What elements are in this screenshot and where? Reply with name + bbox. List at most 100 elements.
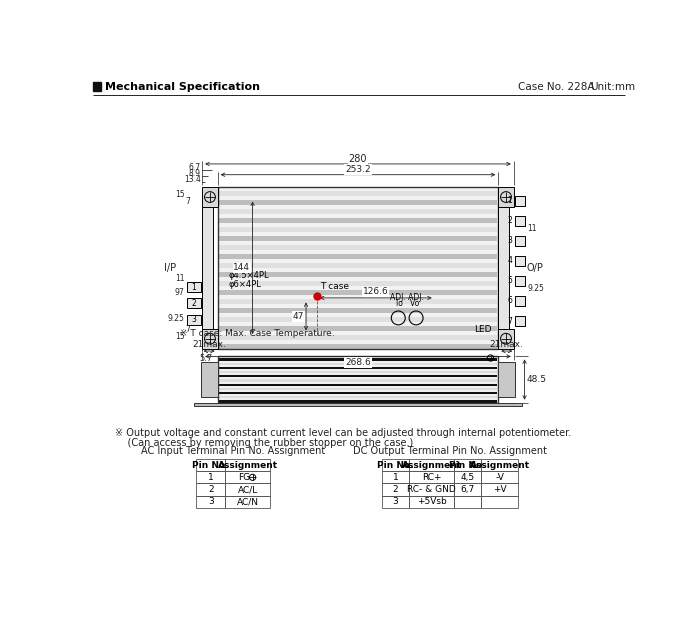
Text: Assignment: Assignment [402, 460, 462, 469]
Text: 21max.: 21max. [193, 340, 226, 349]
Text: φ4.5×4PL: φ4.5×4PL [228, 271, 270, 280]
Text: 144: 144 [233, 263, 250, 272]
Bar [409, 459, 454, 471]
Text: 1: 1 [393, 473, 398, 482]
Text: ADJ. ADJ.: ADJ. ADJ. [391, 293, 424, 302]
Bar [514, 256, 526, 266]
Text: 4: 4 [508, 256, 512, 265]
Text: DC Output Terminal Pin No. Assignment: DC Output Terminal Pin No. Assignment [354, 446, 547, 456]
Text: RC+: RC+ [422, 473, 442, 482]
Text: 8.9: 8.9 [189, 169, 201, 178]
Bar [454, 483, 481, 495]
Bar [225, 495, 270, 508]
Text: 2: 2 [208, 485, 213, 494]
Bar [195, 403, 522, 406]
Bar [498, 329, 514, 349]
Text: 3: 3 [393, 497, 398, 506]
Text: ※ T case: Max. Case Temperature.: ※ T case: Max. Case Temperature. [181, 329, 335, 338]
Text: 253.2: 253.2 [345, 165, 371, 174]
Bar [218, 263, 498, 268]
Text: AC Input Terminal Pin No. Assignment: AC Input Terminal Pin No. Assignment [141, 446, 326, 456]
Text: FG: FG [238, 473, 250, 482]
Text: I/P: I/P [164, 263, 176, 273]
Text: 7: 7 [186, 325, 190, 334]
Bar [498, 207, 509, 329]
Bar [218, 228, 498, 232]
Bar [498, 362, 515, 397]
Bar [218, 187, 498, 349]
Text: -V: -V [496, 473, 504, 482]
Bar [218, 254, 498, 259]
Text: 126.6: 126.6 [363, 287, 389, 296]
Bar [218, 299, 498, 304]
Text: 5: 5 [508, 276, 512, 285]
Text: 21max.: 21max. [490, 340, 524, 349]
Text: 47: 47 [293, 312, 304, 321]
Bar [218, 308, 498, 313]
Bar [218, 401, 498, 403]
Bar [409, 471, 454, 483]
Text: 11: 11 [175, 274, 184, 283]
Text: 6: 6 [508, 297, 512, 306]
Text: 1: 1 [208, 473, 213, 482]
Text: AC/L: AC/L [238, 485, 258, 494]
Bar [202, 329, 218, 349]
Text: Case No. 228A: Case No. 228A [517, 82, 594, 92]
Text: Pin No.: Pin No. [193, 460, 229, 469]
Bar [218, 363, 498, 365]
Text: 4,5: 4,5 [461, 473, 475, 482]
Bar [218, 326, 498, 331]
Bar [481, 459, 519, 471]
Bar [481, 483, 519, 495]
Bar [196, 483, 225, 495]
Text: +V: +V [493, 485, 507, 494]
Text: Unit:mm: Unit:mm [589, 82, 635, 92]
Text: 48.5: 48.5 [527, 375, 547, 384]
Bar [218, 356, 498, 403]
Bar [514, 296, 526, 306]
Text: AC/N: AC/N [237, 497, 259, 506]
Text: 3: 3 [191, 315, 196, 324]
Bar [454, 459, 481, 471]
Bar [218, 317, 498, 322]
Text: 2: 2 [191, 299, 196, 308]
Bar [218, 192, 498, 196]
Text: 97: 97 [174, 288, 184, 297]
Bar [382, 471, 409, 483]
Text: 15: 15 [176, 190, 186, 199]
Bar [409, 483, 454, 495]
Text: 2: 2 [508, 217, 512, 226]
Bar [382, 483, 409, 495]
Text: LED: LED [474, 325, 491, 334]
Bar [218, 335, 498, 340]
Bar [225, 459, 270, 471]
Bar [218, 367, 498, 369]
Text: 15: 15 [176, 332, 186, 341]
Text: 13.4: 13.4 [184, 176, 201, 185]
Bar [382, 495, 409, 508]
Bar [218, 388, 498, 390]
Bar [218, 272, 498, 277]
Text: 3: 3 [508, 237, 512, 246]
Text: 9.25: 9.25 [528, 284, 545, 293]
Bar [218, 281, 498, 286]
Text: RC- & GND: RC- & GND [407, 485, 456, 494]
Text: 1: 1 [508, 196, 512, 205]
Bar [514, 276, 526, 286]
Text: 11: 11 [528, 224, 537, 233]
Bar [498, 187, 514, 207]
Bar [196, 471, 225, 483]
Bar [218, 219, 498, 223]
Bar [202, 187, 218, 207]
Bar [514, 236, 526, 246]
Bar [218, 371, 498, 373]
Text: 1: 1 [191, 283, 196, 292]
Bar [514, 196, 526, 206]
Bar [218, 375, 498, 378]
Bar [218, 201, 498, 205]
Bar [225, 471, 270, 483]
Text: ※ Output voltage and constant current level can be adjusted through internal pot: ※ Output voltage and constant current le… [115, 428, 571, 438]
Bar [382, 459, 409, 471]
Bar [514, 316, 526, 326]
Bar [218, 210, 498, 214]
